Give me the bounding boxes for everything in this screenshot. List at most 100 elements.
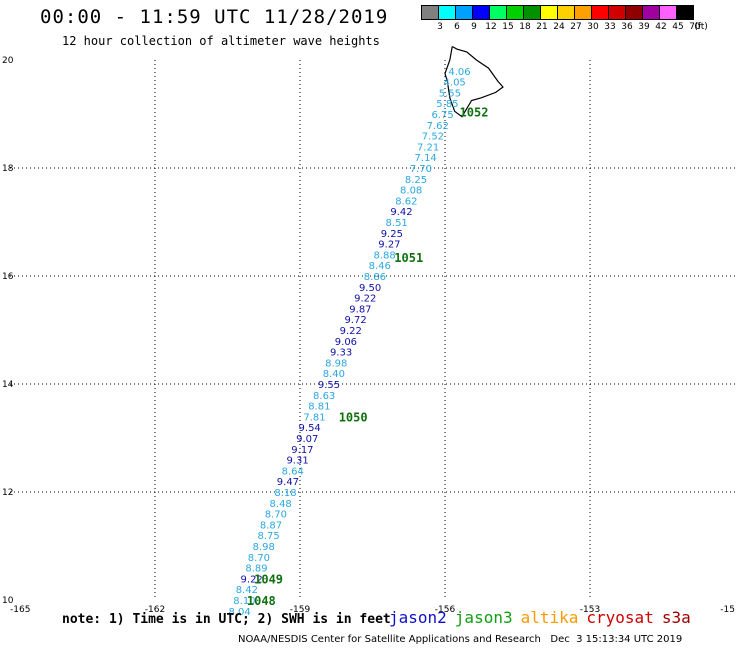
legend-bin-label: 21 — [536, 22, 548, 32]
swh-value-label: 8.70 — [248, 553, 270, 564]
swh-value-label: 7.52 — [422, 132, 444, 143]
pass-number-label: 1048 — [247, 594, 276, 608]
swh-value-label: 4.05 — [444, 78, 466, 89]
chart-subtitle: 12 hour collection of altimeter wave hei… — [62, 34, 380, 48]
pass-number-label: 1049 — [254, 572, 283, 586]
swh-value-label: 7.70 — [410, 164, 432, 175]
swh-value-label: 8.25 — [405, 175, 427, 186]
legend-bin-label: 33 — [604, 22, 616, 32]
legend-bin-label: 18 — [519, 22, 531, 32]
swh-value-label: 9.27 — [378, 240, 400, 251]
legend-swatch — [421, 5, 439, 20]
swh-value-label: 8.51 — [386, 218, 408, 229]
legend-swatch — [676, 5, 694, 20]
x-tick-label: -159 — [290, 605, 311, 615]
legend-swatch — [591, 5, 609, 20]
swh-value-label: 9.25 — [381, 229, 403, 240]
swh-value-label: 9.55 — [318, 380, 340, 391]
legend-swatch — [659, 5, 677, 20]
x-tick-label: -162 — [145, 605, 165, 615]
swh-value-label: 8.70 — [265, 510, 287, 521]
legend-swatch — [472, 5, 490, 20]
legend-bin-label: 6 — [454, 22, 460, 32]
legend-swatch — [523, 5, 541, 20]
satellite-name-jason3: jason3 — [454, 608, 513, 627]
legend-bin-label: 39 — [638, 22, 650, 32]
swh-value-label: 8.81 — [308, 402, 330, 413]
swh-value-label: 8.08 — [400, 186, 422, 197]
legend-swatch — [455, 5, 473, 20]
swh-value-label: 9.33 — [330, 348, 352, 359]
chart-title: 00:00 - 11:59 UTC 11/28/2019 — [40, 6, 389, 28]
legend-unit-label: (ft) — [694, 22, 708, 32]
legend-swatch — [557, 5, 575, 20]
swh-value-label: 8.10 — [233, 596, 255, 607]
swh-value-label: 7.21 — [417, 142, 439, 153]
swh-value-label: 8.98 — [325, 358, 347, 369]
credit-line: NOAA/NESDIS Center for Satellite Applica… — [238, 634, 683, 645]
swh-points: 4.064.055.555.856.757.627.527.217.147.70… — [228, 67, 470, 618]
legend-bin-label: 9 — [471, 22, 477, 32]
swh-value-label: 9.31 — [286, 456, 308, 467]
y-tick-label: 14 — [2, 380, 14, 390]
swh-value-label: 9.54 — [299, 423, 321, 434]
pass-number-label: 1052 — [460, 105, 489, 119]
swh-value-label: 7.14 — [415, 153, 437, 164]
y-tick-label: 16 — [2, 272, 14, 282]
satellite-legend: jason2 jason3 altika cryosat s3a — [389, 608, 699, 627]
swh-value-label: 8.64 — [282, 466, 304, 477]
pass-number-label: 1051 — [394, 251, 423, 265]
swh-value-label: 8.88 — [373, 250, 395, 261]
y-tick-label: 12 — [2, 488, 13, 498]
legend-swatch — [608, 5, 626, 20]
swh-value-label: 9.06 — [335, 337, 357, 348]
y-tick-label: 18 — [2, 164, 14, 174]
legend-bin-label: 42 — [655, 22, 667, 32]
x-tick-label: -165 — [10, 605, 30, 615]
swh-value-label: 9.17 — [291, 445, 313, 456]
swh-value-label: 8.04 — [228, 607, 250, 618]
swh-value-label: 8.89 — [245, 564, 267, 575]
legend-swatch — [489, 5, 507, 20]
swh-value-label: 9.87 — [349, 304, 371, 315]
satellite-name-cryosat: cryosat — [586, 608, 654, 627]
legend-bin-label: 36 — [621, 22, 633, 32]
swh-value-label: 8.48 — [270, 499, 292, 510]
swh-value-label: 8.62 — [395, 196, 417, 207]
satellite-name-altika: altika — [520, 608, 579, 627]
swh-value-label: 9.22 — [340, 326, 362, 337]
swh-value-label: 8.98 — [253, 542, 275, 553]
swh-value-label: 8.87 — [260, 520, 282, 531]
swh-value-label: 9.47 — [277, 477, 299, 488]
pass-labels: 1052 1051 1050 1049 1048 — [247, 105, 489, 608]
legend-swatch — [506, 5, 524, 20]
swh-value-label: 7.62 — [427, 121, 449, 132]
swh-value-label: 4.06 — [448, 67, 470, 78]
footnote: note: 1) Time is in UTC; 2) SWH is in fe… — [62, 612, 391, 627]
satellite-name-s3a: s3a — [661, 608, 691, 627]
legend-bin-label: 24 — [553, 22, 565, 32]
swh-value-label: 5.55 — [439, 88, 461, 99]
color-legend — [421, 5, 694, 21]
grid-lines — [10, 60, 735, 600]
swh-value-label: 9.50 — [359, 283, 381, 294]
swh-value-label: 8.63 — [313, 391, 335, 402]
y-tick-label: 20 — [2, 56, 14, 66]
swh-value-label: 6.75 — [431, 110, 453, 121]
legend-bin-label: 30 — [587, 22, 599, 32]
swh-value-label: 9.72 — [344, 315, 366, 326]
swh-value-label: 9.22 — [241, 574, 263, 585]
legend-bin-label: 27 — [570, 22, 582, 32]
hawaii-coastline — [444, 45, 504, 118]
legend-bin-label: 15 — [502, 22, 514, 32]
swh-value-label: 8.86 — [364, 272, 386, 283]
swh-value-label: 5.85 — [436, 99, 458, 110]
swh-value-label: 8.18 — [274, 488, 296, 499]
legend-swatch — [540, 5, 558, 20]
swh-value-label: 8.40 — [323, 369, 345, 380]
x-tick-label: -153 — [580, 605, 600, 615]
legend-bin-label: 12 — [485, 22, 497, 32]
legend-bin-label: 45 — [672, 22, 684, 32]
y-tick-label: 10 — [2, 596, 14, 606]
swh-value-label: 7.81 — [303, 412, 325, 423]
